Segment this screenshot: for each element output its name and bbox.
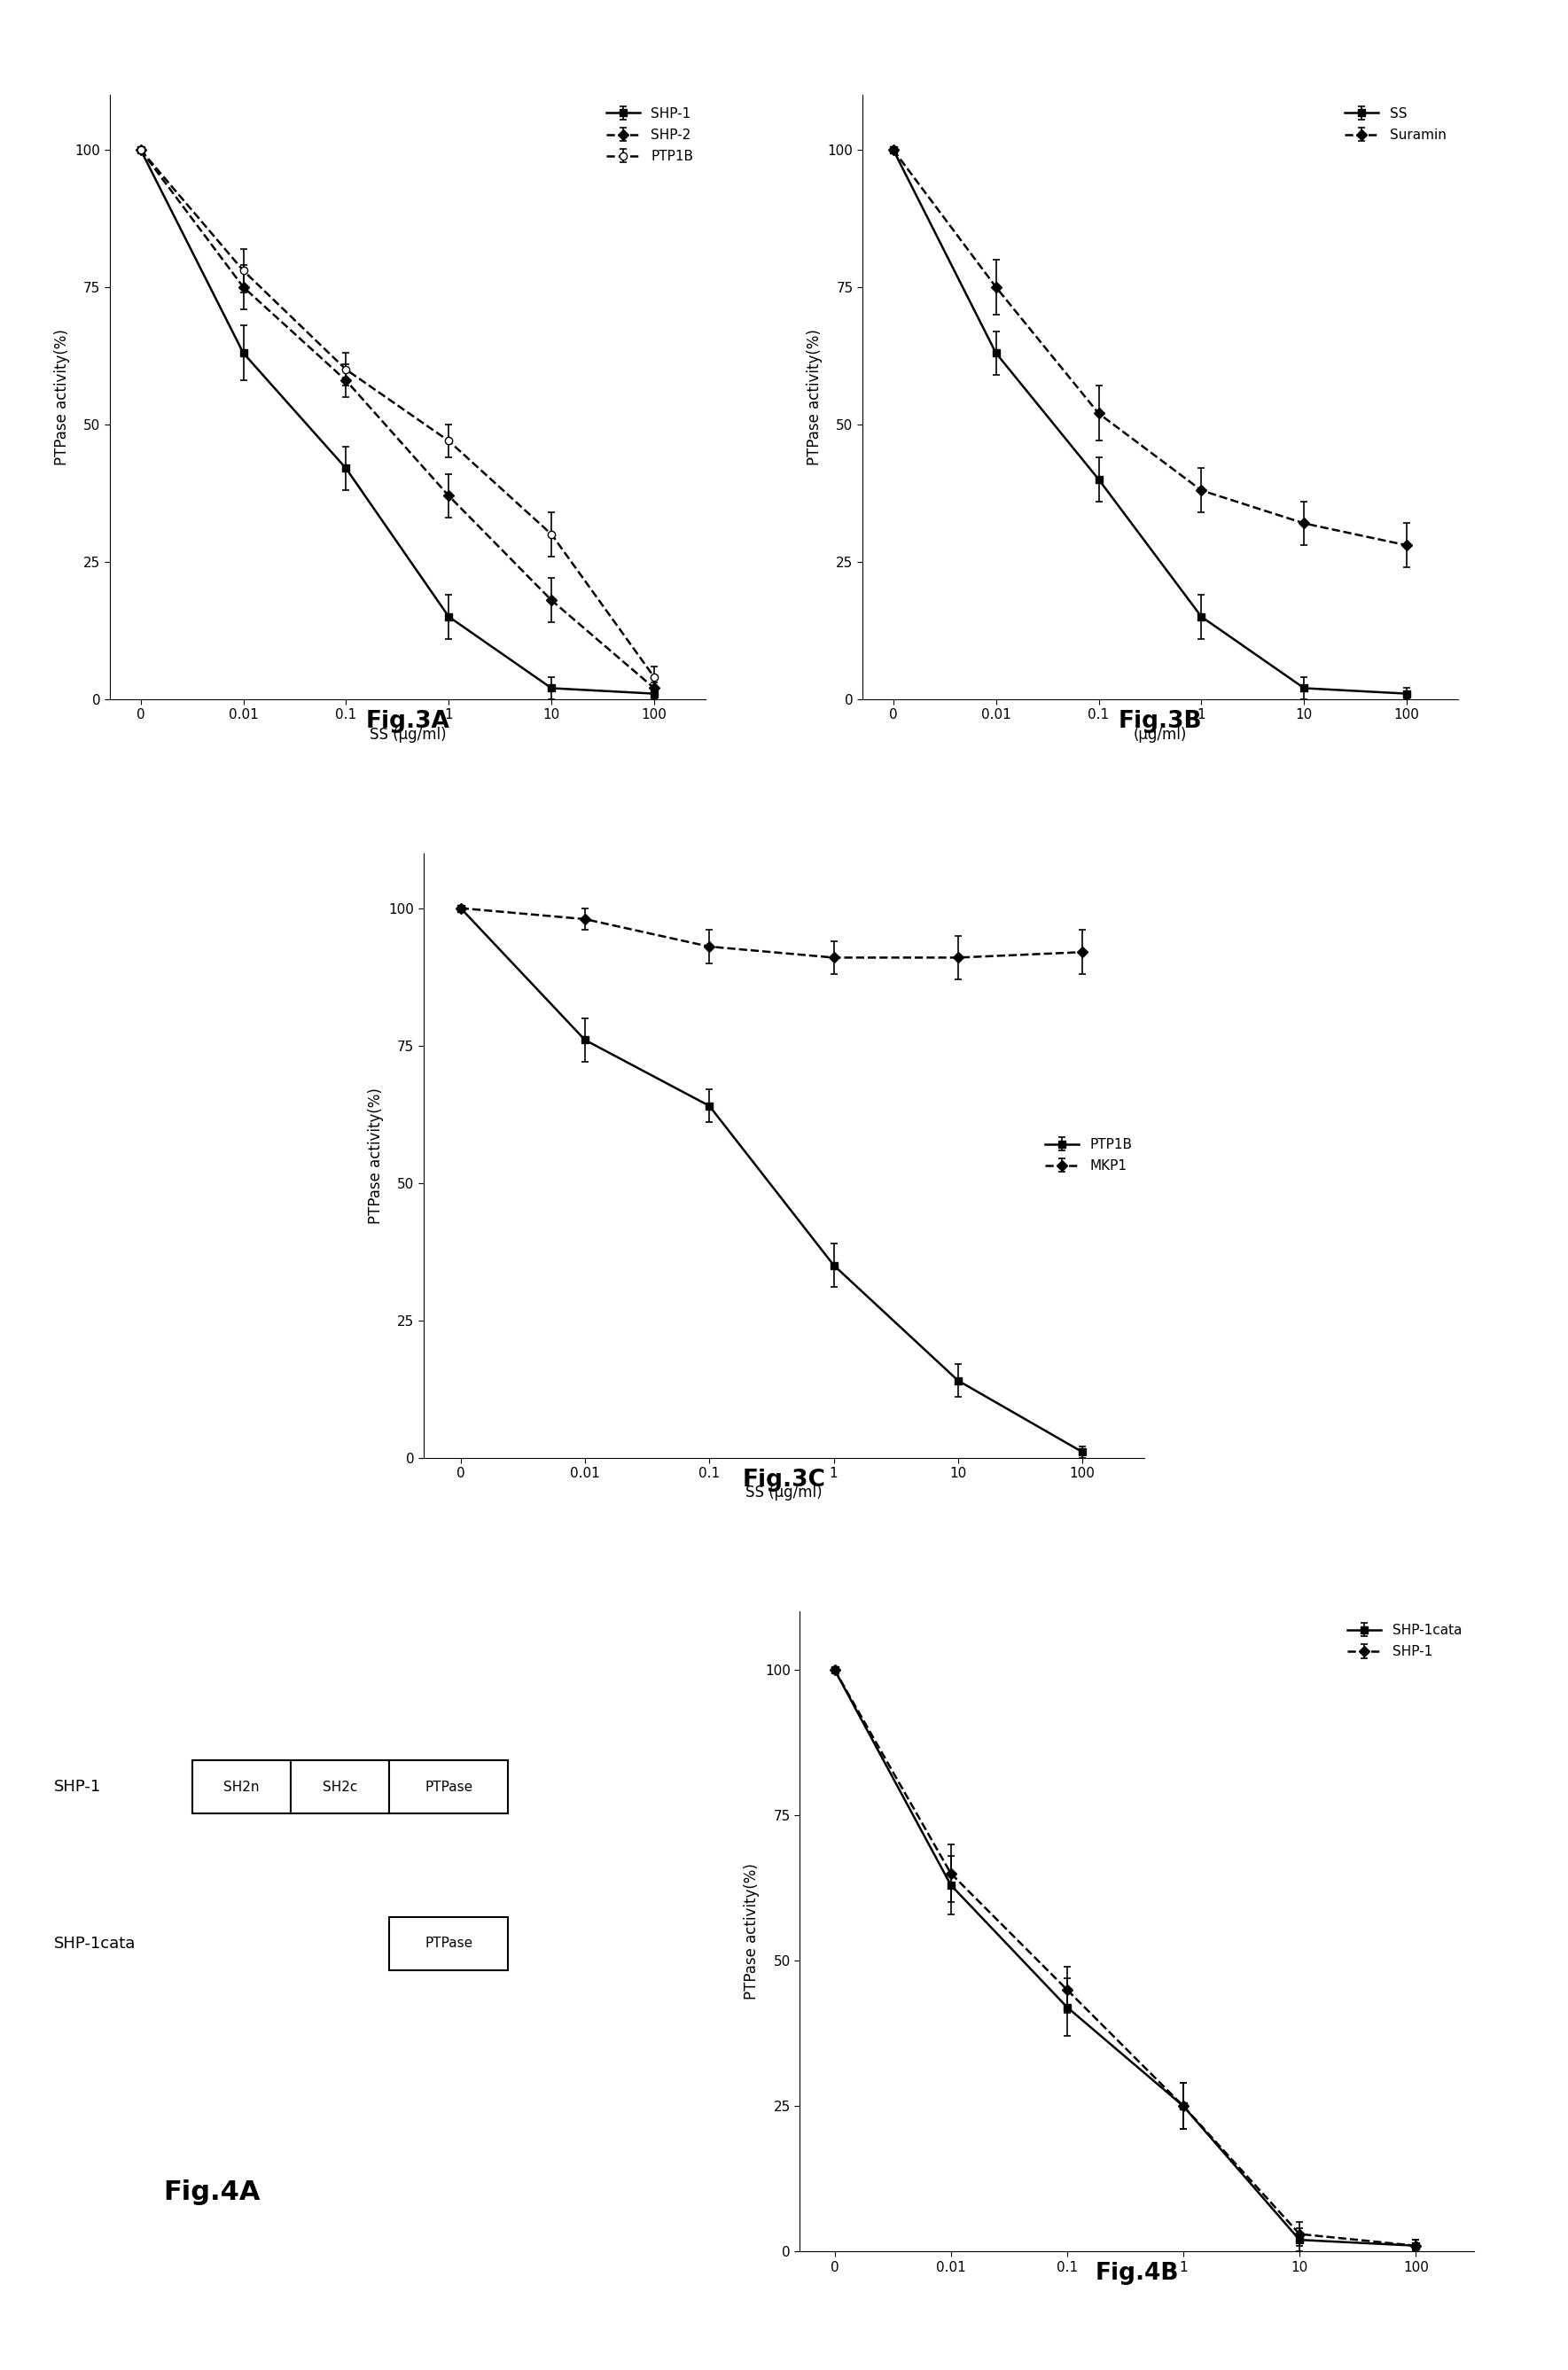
Text: SH2n: SH2n	[223, 1780, 259, 1794]
Text: SHP-1cata: SHP-1cata	[53, 1936, 135, 1951]
FancyBboxPatch shape	[389, 1917, 508, 1969]
Legend: SHP-1cata, SHP-1: SHP-1cata, SHP-1	[1342, 1619, 1468, 1664]
Legend: SS, Suramin: SS, Suramin	[1339, 102, 1452, 147]
FancyBboxPatch shape	[389, 1761, 508, 1813]
Legend: PTP1B, MKP1: PTP1B, MKP1	[1040, 1133, 1138, 1178]
X-axis label: (μg/ml): (μg/ml)	[1134, 728, 1187, 742]
FancyBboxPatch shape	[191, 1761, 290, 1813]
Y-axis label: PTPase activity(%): PTPase activity(%)	[743, 1863, 760, 2000]
Text: Fig.4A: Fig.4A	[163, 2180, 260, 2204]
Legend: SHP-1, SHP-2, PTP1B: SHP-1, SHP-2, PTP1B	[601, 102, 699, 168]
Y-axis label: PTPase activity(%): PTPase activity(%)	[53, 329, 71, 465]
Text: PTPase: PTPase	[425, 1780, 472, 1794]
Text: Fig.3C: Fig.3C	[742, 1469, 826, 1491]
Text: SHP-1: SHP-1	[53, 1780, 100, 1794]
Text: PTPase: PTPase	[425, 1936, 472, 1951]
FancyBboxPatch shape	[290, 1761, 389, 1813]
Text: Fig.3A: Fig.3A	[365, 711, 450, 732]
Text: SH2c: SH2c	[323, 1780, 358, 1794]
X-axis label: SS (μg/ml): SS (μg/ml)	[370, 728, 445, 742]
X-axis label: SS (μg/ml): SS (μg/ml)	[746, 1486, 822, 1500]
Y-axis label: PTPase activity(%): PTPase activity(%)	[806, 329, 823, 465]
Y-axis label: PTPase activity(%): PTPase activity(%)	[367, 1088, 384, 1223]
Text: Fig.3B: Fig.3B	[1118, 711, 1203, 732]
Text: Fig.4B: Fig.4B	[1094, 2263, 1179, 2285]
